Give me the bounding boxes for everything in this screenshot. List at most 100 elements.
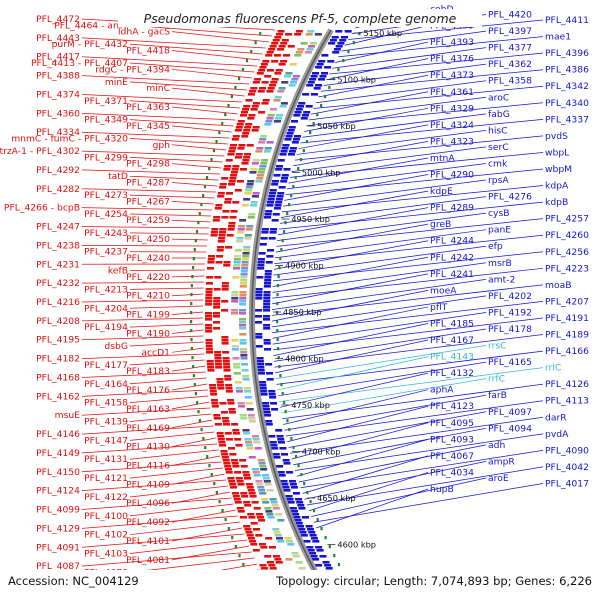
guide-dash <box>328 545 331 549</box>
forward-gene-block <box>219 186 227 189</box>
right-gene-label: pflT <box>430 302 448 313</box>
forward-gene-block <box>215 204 223 207</box>
guide-dash <box>208 167 211 171</box>
guide-dash <box>193 248 196 252</box>
forward-gene-block <box>209 384 217 387</box>
right-leader-line <box>300 118 544 144</box>
reverse-gene-block <box>263 291 271 294</box>
forward-gene-block <box>227 399 235 402</box>
reverse-gene-block <box>300 534 308 537</box>
annotation-block <box>255 180 263 183</box>
guide-dash <box>221 509 224 513</box>
forward-gene-block <box>213 315 220 318</box>
reverse-gene-block <box>282 486 290 489</box>
left-leader-line <box>129 485 228 498</box>
title-backdrop <box>118 9 482 27</box>
forward-gene-block <box>256 72 264 75</box>
forward-gene-block <box>206 267 214 270</box>
left-gene-label: PFL_4254 <box>84 209 128 220</box>
left-leader-line <box>171 163 222 169</box>
left-leader-line <box>129 175 219 181</box>
annotation-block <box>291 552 299 555</box>
reverse-gene-block <box>278 186 286 189</box>
left-gene-label: PFL_4287 <box>126 178 170 189</box>
guide-dash <box>277 275 280 279</box>
left-leader-line <box>129 269 205 271</box>
guide-dash <box>290 437 293 441</box>
guide-dash <box>191 275 194 279</box>
reverse-gene-block <box>255 291 263 294</box>
right-leader-line <box>298 124 429 150</box>
forward-gene-block <box>214 363 222 366</box>
reverse-gene-block <box>259 384 267 387</box>
forward-gene-block <box>247 537 255 540</box>
right-leader-line <box>279 196 487 224</box>
forward-gene-block <box>210 234 218 237</box>
forward-gene-block <box>206 363 214 366</box>
kbp-tick-label: 4650 kbp <box>317 493 356 503</box>
left-leader-line <box>129 213 212 217</box>
reverse-gene-block <box>287 153 295 156</box>
reverse-gene-block <box>282 459 290 462</box>
annotation-block <box>292 75 300 78</box>
left-leader-line <box>171 365 206 372</box>
annotation-block <box>239 321 247 324</box>
guide-dash <box>198 212 201 216</box>
reverse-gene-block <box>286 471 294 474</box>
guide-dash <box>280 383 283 387</box>
reverse-gene-block <box>275 429 283 432</box>
forward-gene-block <box>213 306 221 309</box>
guide-dash <box>215 140 218 144</box>
annotation-block <box>245 189 253 192</box>
left-gene-label: PFL_4371 <box>84 96 128 107</box>
guide-dash <box>238 77 241 81</box>
left-leader-line <box>81 497 232 510</box>
forward-gene-block <box>246 534 254 537</box>
reverse-gene-block <box>255 288 263 291</box>
forward-gene-block <box>280 60 288 63</box>
forward-gene-block <box>215 261 223 264</box>
right-leader-line <box>323 63 487 86</box>
annotation-block <box>260 135 268 138</box>
right-leader-line <box>332 47 487 69</box>
left-leader-line <box>129 521 240 536</box>
guide-dash <box>191 356 194 360</box>
annotation-block <box>244 192 252 195</box>
forward-gene-block <box>228 225 236 228</box>
forward-gene-block <box>228 183 236 186</box>
forward-gene-block <box>217 384 225 387</box>
forward-gene-block <box>224 375 232 378</box>
annotation-block <box>246 183 254 186</box>
reverse-gene-block <box>285 135 293 138</box>
left-leader-line <box>81 281 204 284</box>
left-leader-line <box>81 371 206 378</box>
forward-gene-block <box>210 399 218 402</box>
guide-dash <box>286 419 289 423</box>
reverse-gene-block <box>265 261 273 264</box>
left-gene-label: PFL_4164 <box>84 379 128 390</box>
reverse-gene-block <box>312 540 320 543</box>
left-leader-line <box>171 219 211 223</box>
annotation-block <box>289 63 297 66</box>
genome-summary-text: Topology: circular; Length: 7,074,893 bp… <box>275 574 592 588</box>
forward-gene-block <box>266 561 274 564</box>
reverse-gene-block <box>280 480 288 483</box>
left-gene-label: PFL_4092 <box>126 517 170 528</box>
annotation-block <box>239 300 247 303</box>
left-gene-label: PFL_4150 <box>36 467 80 478</box>
reverse-gene-block <box>264 414 272 417</box>
forward-gene-block <box>205 315 212 318</box>
forward-gene-block <box>223 366 231 369</box>
forward-gene-block <box>219 228 227 231</box>
reverse-gene-block <box>331 36 339 39</box>
guide-dash <box>192 257 195 261</box>
right-leader-line <box>302 455 429 494</box>
left-gene-label: PFL_4096 <box>126 498 170 509</box>
guide-dash <box>299 158 303 162</box>
reverse-gene-block <box>280 150 288 153</box>
forward-gene-block <box>205 330 213 333</box>
right-gene-label: pvdA <box>545 429 569 440</box>
left-gene-label: PFL_4250 <box>126 234 170 245</box>
reverse-gene-block <box>273 174 281 177</box>
left-leader-line <box>81 226 210 229</box>
